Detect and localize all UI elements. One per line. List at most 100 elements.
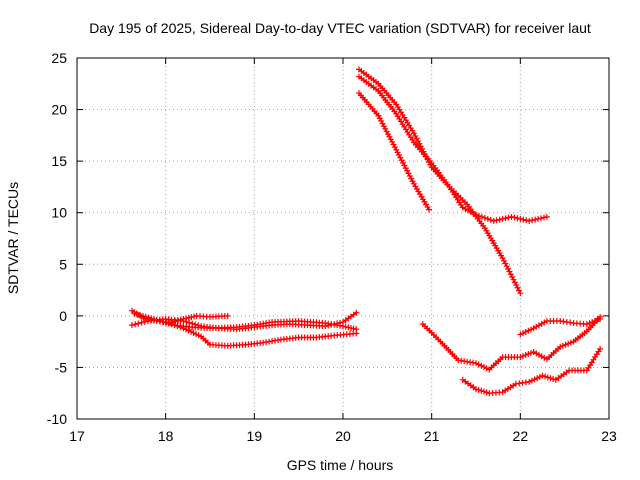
data-point-marker — [132, 321, 139, 328]
data-point-marker — [385, 131, 392, 138]
data-point-marker — [400, 159, 407, 166]
data-point-marker — [490, 217, 497, 224]
data-point-marker — [404, 167, 411, 174]
data-point-marker — [473, 360, 479, 367]
data-point-marker — [527, 349, 534, 356]
data-point-marker — [171, 322, 178, 329]
data-point-marker — [382, 125, 389, 132]
data-point-marker — [536, 373, 543, 380]
data-point-marker — [478, 213, 485, 220]
series-layer — [128, 66, 604, 397]
data-point-marker — [520, 216, 527, 223]
data-point-marker — [550, 375, 557, 382]
data-point-marker — [412, 132, 419, 139]
series-line — [358, 68, 521, 294]
data-point-marker — [375, 112, 382, 119]
y-tick-label: 10 — [51, 205, 67, 221]
data-point-marker — [510, 276, 517, 283]
data-point-marker — [379, 120, 386, 127]
data-point-marker — [499, 255, 506, 262]
data-point-marker — [526, 217, 533, 224]
data-point-marker — [134, 311, 141, 318]
data-point-marker — [597, 345, 604, 352]
data-point-marker — [506, 268, 513, 275]
x-tick-label: 18 — [158, 428, 174, 444]
data-point-marker — [522, 328, 529, 335]
series-arc-9 — [459, 345, 604, 397]
data-point-marker — [142, 313, 149, 320]
x-tick-label: 23 — [601, 428, 617, 444]
data-point-marker — [350, 325, 357, 332]
data-point-marker — [505, 214, 512, 221]
data-point-marker — [544, 374, 551, 381]
data-point-marker — [483, 389, 490, 396]
data-point-marker — [517, 290, 524, 297]
data-point-marker — [165, 320, 172, 327]
x-tick-label: 22 — [513, 428, 529, 444]
y-tick-label: -10 — [47, 411, 67, 427]
series-arc-4 — [162, 319, 360, 349]
data-point-marker — [478, 387, 485, 394]
data-point-marker — [191, 313, 198, 320]
data-point-marker — [525, 327, 532, 334]
data-point-marker — [528, 377, 535, 384]
data-point-marker — [507, 271, 514, 278]
data-point-marker — [532, 216, 539, 223]
data-point-marker — [591, 318, 598, 325]
data-point-marker — [168, 321, 175, 328]
data-point-marker — [517, 331, 524, 338]
y-tick-label: 20 — [51, 102, 67, 118]
x-axis-label: GPS time / hours — [287, 457, 394, 473]
data-point-marker — [180, 318, 187, 325]
data-point-marker — [539, 372, 546, 379]
data-point-marker — [131, 310, 138, 317]
data-point-marker — [514, 284, 521, 291]
data-point-marker — [408, 175, 415, 182]
y-tick-label: 0 — [59, 308, 67, 324]
data-point-marker — [353, 330, 360, 337]
data-point-marker — [586, 320, 593, 327]
series-arc-6 — [355, 73, 550, 224]
data-point-marker — [475, 212, 482, 219]
data-point-marker — [594, 316, 601, 323]
data-point-marker — [139, 313, 146, 320]
data-point-marker — [529, 217, 536, 224]
data-point-marker — [473, 386, 479, 393]
data-point-marker — [478, 362, 485, 369]
data-point-marker — [138, 319, 145, 326]
data-point-marker — [135, 320, 142, 327]
data-point-marker — [540, 214, 547, 221]
data-point-marker — [542, 373, 549, 380]
data-point-marker — [162, 319, 169, 326]
y-axis-label: SDTVAR / TECUs — [5, 182, 21, 294]
data-point-marker — [511, 279, 518, 286]
data-point-marker — [527, 326, 534, 333]
data-point-marker — [496, 216, 503, 223]
data-point-marker — [531, 376, 538, 383]
data-point-marker — [151, 316, 158, 323]
data-point-marker — [141, 318, 148, 325]
series-line — [358, 76, 548, 222]
data-point-marker — [413, 135, 420, 142]
data-point-marker — [347, 325, 354, 332]
data-point-marker — [188, 314, 195, 321]
data-point-marker — [426, 206, 433, 213]
data-point-marker — [509, 273, 516, 280]
data-point-marker — [390, 141, 397, 148]
data-point-marker — [519, 330, 526, 337]
data-point-marker — [535, 215, 542, 222]
series-arc-10 — [517, 315, 604, 338]
data-point-marker — [174, 323, 181, 330]
data-point-marker — [353, 309, 360, 316]
data-point-marker — [589, 319, 596, 326]
data-point-marker — [480, 364, 487, 371]
data-point-marker — [389, 138, 396, 145]
data-point-marker — [480, 388, 487, 395]
data-point-marker — [395, 152, 402, 159]
data-point-marker — [340, 323, 346, 330]
data-point-marker — [502, 260, 509, 267]
data-point-marker — [519, 353, 526, 360]
data-point-marker — [416, 140, 423, 147]
data-point-marker — [386, 133, 393, 140]
data-point-marker — [562, 341, 569, 348]
